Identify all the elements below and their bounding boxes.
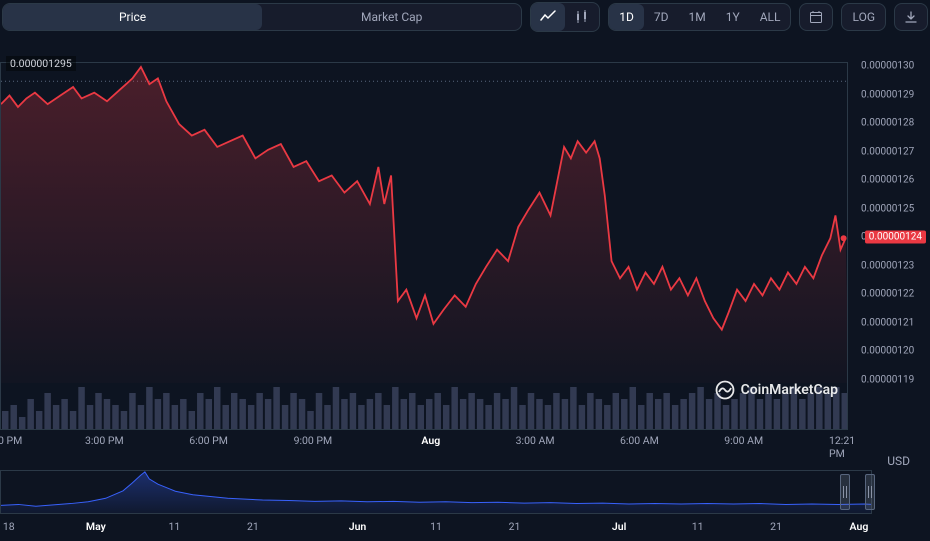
mini-x-tick: 21: [770, 520, 782, 533]
y-tick: 0.00000122: [861, 289, 914, 300]
range-1y[interactable]: 1Y: [716, 4, 750, 30]
x-tick: 9:00 AM: [724, 434, 763, 447]
mini-x-tick: Jul: [612, 520, 626, 533]
y-tick: 0.00000127: [861, 146, 914, 157]
range-handle-left[interactable]: [840, 474, 850, 510]
range-7d[interactable]: 7D: [644, 4, 679, 30]
currency-label: USD: [887, 454, 910, 468]
range-handle-right[interactable]: [865, 474, 875, 510]
log-scale-button[interactable]: LOG: [841, 3, 886, 31]
mini-x-tick: 11: [692, 520, 704, 533]
range-selector: 18 May 11 21 Jun 11 21 Jul 11 21 Aug: [0, 470, 928, 534]
x-axis: 12:00 PM 3:00 PM 6:00 PM 9:00 PM Aug 3:00 AM 6…: [0, 434, 848, 452]
download-button[interactable]: [894, 3, 928, 31]
x-tick: 12:21 PM: [829, 434, 855, 460]
mini-x-axis: 18 May 11 21 Jun 11 21 Jul 11 21 Aug: [0, 518, 872, 534]
y-tick: 0.00000129: [861, 89, 914, 100]
mini-x-tick: 11: [430, 520, 442, 533]
mini-x-tick: May: [86, 520, 106, 533]
mini-chart[interactable]: [0, 470, 872, 514]
y-tick: 0.00000121: [861, 317, 914, 328]
mini-x-tick: 18: [3, 520, 15, 533]
line-chart-button[interactable]: [531, 3, 565, 31]
time-range: 1D7D1M1YALL: [608, 3, 791, 31]
range-1d[interactable]: 1D: [609, 4, 644, 30]
mini-x-tick: Aug: [850, 520, 869, 533]
x-tick: 3:00 AM: [516, 434, 555, 447]
calendar-button[interactable]: [799, 3, 833, 31]
x-tick: 9:00 PM: [294, 434, 333, 447]
x-tick: 12:00 PM: [0, 434, 22, 447]
x-tick: 6:00 AM: [620, 434, 659, 447]
y-tick: 0.00000123: [861, 260, 914, 271]
price-plot[interactable]: [0, 62, 848, 430]
range-1m[interactable]: 1M: [679, 4, 716, 30]
open-price-label: 0.000001295: [6, 56, 76, 71]
view-toggle: PriceMarket Cap: [2, 3, 522, 31]
toolbar: PriceMarket Cap 1D7D1M1YALL LOG: [0, 0, 930, 42]
y-axis: 0.00000119 0.00000120 0.00000121 0.00000122…: [853, 62, 928, 430]
mini-x-tick: 21: [509, 520, 521, 533]
current-price-badge: 0.00000124: [865, 231, 926, 244]
y-tick: 0.00000130: [861, 61, 914, 72]
chart-type-toggle: [530, 2, 600, 32]
view-tab-price[interactable]: Price: [3, 4, 262, 30]
x-tick: Aug: [421, 434, 440, 447]
watermark: CoinMarketCap: [715, 380, 838, 400]
mini-x-tick: Jun: [349, 520, 367, 533]
range-all[interactable]: ALL: [750, 4, 791, 30]
y-tick: 0.00000120: [861, 346, 914, 357]
x-tick: 6:00 PM: [189, 434, 228, 447]
log-scale-label: LOG: [852, 10, 875, 24]
y-tick: 0.00000128: [861, 118, 914, 129]
x-tick: 3:00 PM: [85, 434, 124, 447]
y-tick: 0.00000126: [861, 175, 914, 186]
main-chart: 0.000001295 0.000001190.000001200.000001…: [0, 42, 928, 462]
view-tab-market-cap[interactable]: Market Cap: [262, 4, 521, 30]
mini-x-tick: 21: [247, 520, 259, 533]
watermark-label: CoinMarketCap: [741, 382, 838, 398]
y-tick: 0.00000125: [861, 203, 914, 214]
y-tick: 0.00000119: [861, 375, 914, 386]
candlestick-button[interactable]: [565, 3, 599, 31]
mini-x-tick: 11: [168, 520, 180, 533]
